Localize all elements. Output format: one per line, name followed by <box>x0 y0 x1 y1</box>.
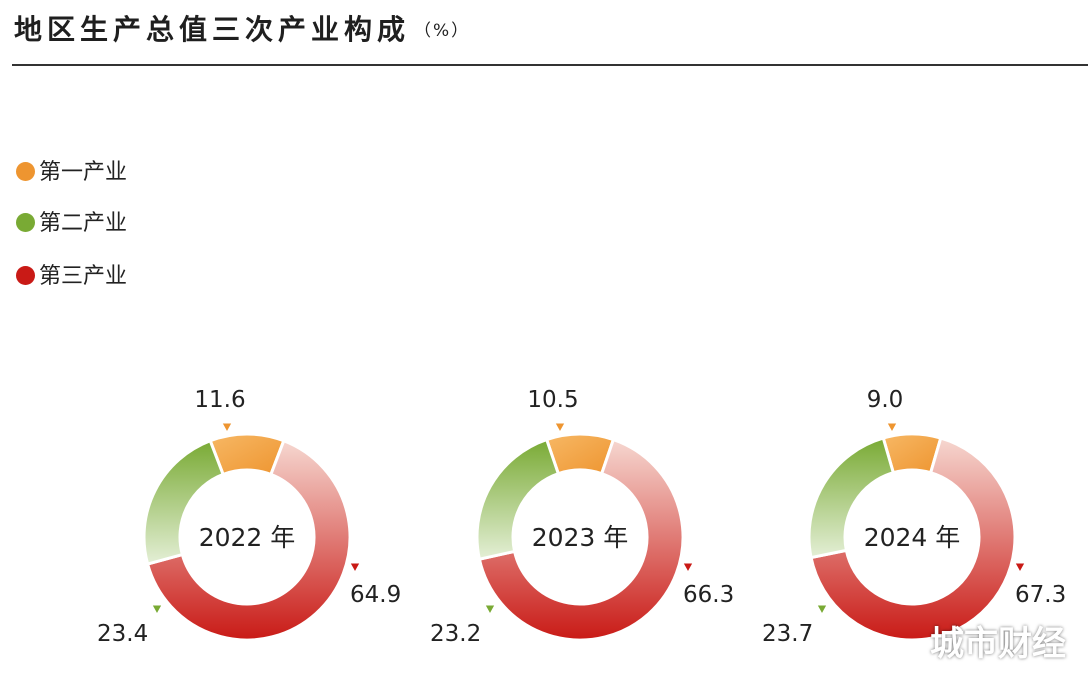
legend-swatch-tertiary <box>16 266 35 285</box>
value-marker-tertiary-2 <box>1014 562 1026 574</box>
value-label-primary-1: 10.5 <box>527 387 578 413</box>
watermark: 城市财经 <box>930 624 1066 664</box>
donut-slice-tertiary-0 <box>145 438 352 642</box>
donut-center-label-0: 2022 年 <box>199 523 296 552</box>
legend-swatch-secondary <box>16 213 35 232</box>
value-marker-secondary-2 <box>816 604 828 616</box>
legend-label-secondary: 第二产业 <box>39 211 128 236</box>
value-marker-tertiary-0 <box>349 562 361 574</box>
value-marker-primary-0 <box>221 422 233 434</box>
value-label-tertiary-2: 67.3 <box>1015 582 1066 608</box>
value-label-primary-2: 9.0 <box>867 387 904 413</box>
donut-slice-secondary-1 <box>475 437 561 561</box>
donut-slice-tertiary-1 <box>477 437 685 642</box>
donut-center-label-1: 2023 年 <box>532 523 629 552</box>
value-marker-secondary-1 <box>484 604 496 616</box>
legend-label-tertiary: 第三产业 <box>39 264 128 289</box>
legend-item-primary: 第一产业 <box>16 154 127 186</box>
donut-slice-tertiary-2 <box>809 436 1017 642</box>
donut-slice-secondary-2 <box>807 436 896 560</box>
value-label-secondary-2: 23.7 <box>762 621 813 647</box>
value-marker-secondary-0 <box>151 604 163 616</box>
value-label-tertiary-1: 66.3 <box>683 582 734 608</box>
value-label-primary-0: 11.6 <box>194 387 245 413</box>
chart-title-text: 地区生产总值三次产业构成 <box>14 13 411 46</box>
value-label-tertiary-0: 64.9 <box>350 582 401 608</box>
donut-center-label-2: 2024 年 <box>864 523 961 552</box>
chart-title: 地区生产总值三次产业构成 （%） <box>14 8 470 48</box>
legend-swatch-primary <box>16 162 35 181</box>
chart-title-unit: （%） <box>414 21 471 41</box>
donut-slice-secondary-0 <box>142 438 226 566</box>
legend-item-secondary: 第二产业 <box>16 205 127 237</box>
value-marker-primary-1 <box>554 422 566 434</box>
value-label-secondary-1: 23.2 <box>430 621 481 647</box>
value-label-secondary-0: 23.4 <box>97 621 148 647</box>
legend-item-tertiary: 第三产业 <box>16 258 127 290</box>
value-marker-primary-2 <box>886 422 898 434</box>
value-marker-tertiary-1 <box>682 562 694 574</box>
legend-label-primary: 第一产业 <box>39 160 128 185</box>
title-divider <box>12 64 1088 66</box>
